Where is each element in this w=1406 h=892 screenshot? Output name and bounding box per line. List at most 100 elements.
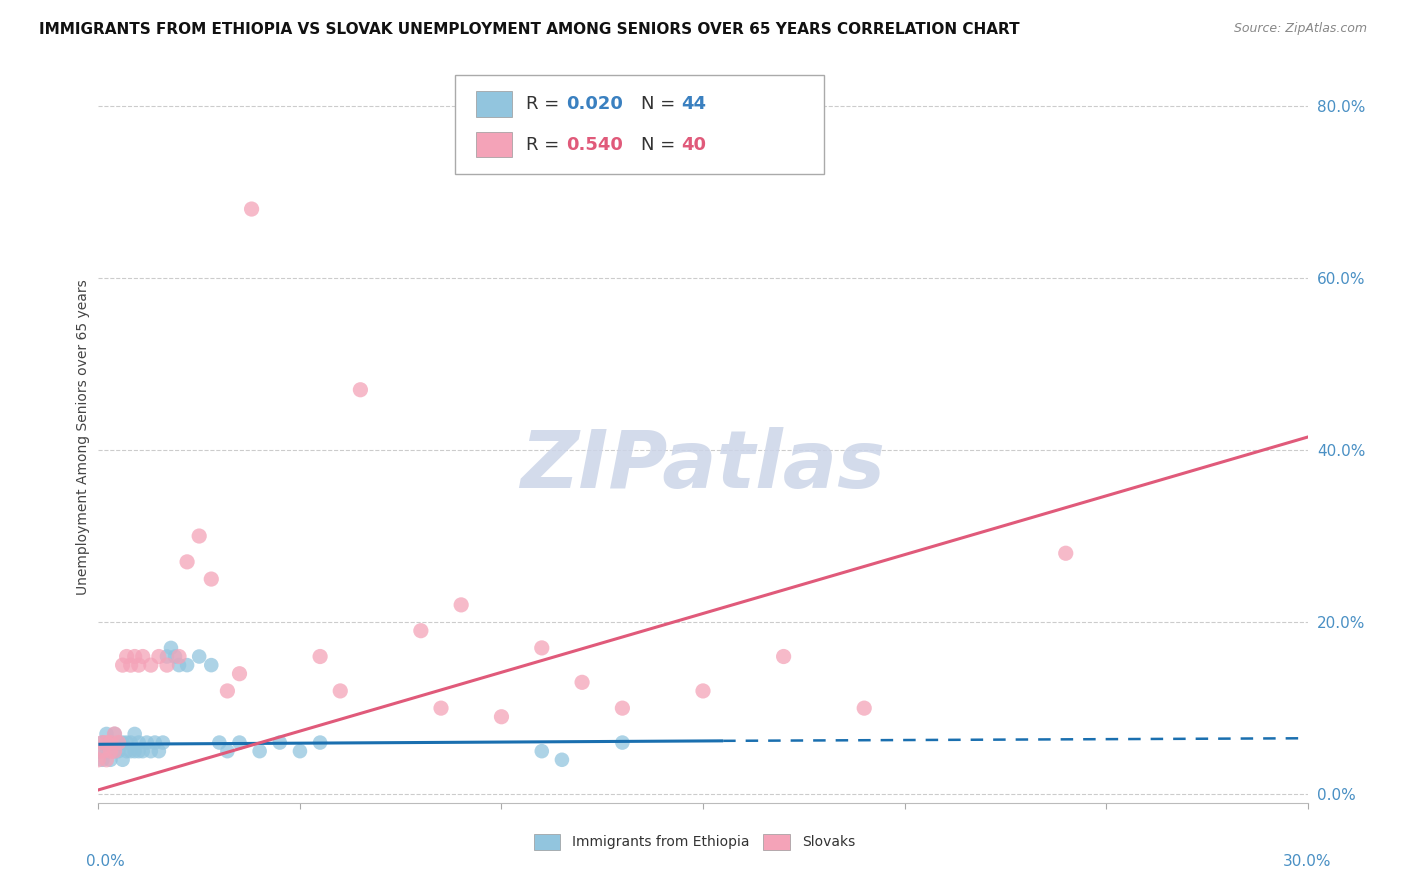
Point (115, 649, 138, 664)
Point (96, 744, 118, 758)
Point (100, 753, 122, 767)
Point (160, 640, 183, 655)
Point (551, 753, 574, 767)
Point (128, 744, 150, 758)
Point (132, 744, 155, 758)
Point (217, 684, 239, 698)
Point (87, 753, 110, 767)
Point (853, 701, 876, 715)
Point (228, 735, 250, 749)
Point (107, 735, 129, 749)
Point (111, 658, 134, 673)
Point (240, 202, 263, 216)
Point (115, 744, 138, 758)
Point (430, 701, 453, 715)
Point (111, 753, 134, 767)
Point (100, 735, 122, 749)
Point (288, 744, 311, 758)
Point (128, 735, 150, 749)
Text: 30.0%: 30.0% (1284, 854, 1331, 869)
Point (491, 710, 513, 724)
Point (120, 744, 142, 758)
Point (692, 684, 714, 698)
FancyBboxPatch shape (475, 92, 512, 117)
Point (103, 727, 125, 741)
Point (228, 666, 250, 681)
Point (148, 649, 170, 664)
Text: Slovaks: Slovaks (803, 835, 855, 849)
Point (96, 735, 118, 749)
Text: R =: R = (526, 136, 565, 153)
Point (96, 727, 118, 741)
Point (772, 649, 794, 664)
Point (176, 555, 198, 569)
Point (571, 675, 593, 690)
Point (450, 598, 472, 612)
Text: 40: 40 (682, 136, 706, 153)
Point (135, 735, 157, 749)
Point (349, 383, 371, 397)
Point (124, 649, 146, 664)
Text: 44: 44 (682, 95, 706, 113)
Point (120, 658, 142, 673)
Text: 0.540: 0.540 (567, 136, 623, 153)
Point (100, 744, 122, 758)
Point (188, 529, 211, 543)
Point (107, 744, 129, 758)
Point (188, 649, 211, 664)
FancyBboxPatch shape (763, 834, 790, 850)
Point (612, 701, 634, 715)
Point (100, 735, 122, 749)
Point (132, 649, 155, 664)
Point (96, 753, 118, 767)
Point (107, 735, 129, 749)
Text: ZIPatlas: ZIPatlas (520, 427, 886, 506)
Point (115, 735, 138, 749)
Point (91, 735, 114, 749)
Point (124, 727, 146, 741)
Text: 0.0%: 0.0% (86, 854, 125, 869)
Text: IMMIGRANTS FROM ETHIOPIA VS SLOVAK UNEMPLOYMENT AMONG SENIORS OVER 65 YEARS CORR: IMMIGRANTS FROM ETHIOPIA VS SLOVAK UNEMP… (39, 22, 1019, 37)
Text: 0.020: 0.020 (567, 95, 623, 113)
Point (152, 735, 174, 749)
Point (530, 744, 553, 758)
Point (217, 744, 239, 758)
Point (176, 658, 198, 673)
Point (612, 735, 634, 749)
Point (103, 744, 125, 758)
FancyBboxPatch shape (534, 834, 561, 850)
Point (409, 624, 432, 638)
FancyBboxPatch shape (475, 132, 512, 157)
Point (143, 735, 166, 749)
Point (139, 744, 162, 758)
Point (124, 744, 146, 758)
Point (309, 649, 332, 664)
Point (91, 744, 114, 758)
Point (128, 658, 150, 673)
Point (163, 649, 186, 664)
Point (139, 658, 162, 673)
Point (91, 735, 114, 749)
Point (87, 744, 110, 758)
Text: N =: N = (641, 136, 682, 153)
Point (148, 744, 170, 758)
Point (103, 727, 125, 741)
Point (329, 684, 352, 698)
Point (103, 744, 125, 758)
Point (200, 658, 222, 673)
Y-axis label: Unemployment Among Seniors over 65 years: Unemployment Among Seniors over 65 years (76, 279, 90, 595)
Text: R =: R = (526, 95, 565, 113)
Point (167, 658, 190, 673)
Point (1054, 546, 1077, 560)
Point (249, 744, 271, 758)
Text: Source: ZipAtlas.com: Source: ZipAtlas.com (1233, 22, 1367, 36)
Point (111, 735, 134, 749)
FancyBboxPatch shape (456, 75, 824, 174)
Text: Immigrants from Ethiopia: Immigrants from Ethiopia (572, 835, 749, 849)
Point (208, 735, 231, 749)
Point (309, 735, 332, 749)
Point (156, 658, 179, 673)
Point (91, 753, 114, 767)
Point (200, 572, 222, 586)
Point (120, 735, 142, 749)
